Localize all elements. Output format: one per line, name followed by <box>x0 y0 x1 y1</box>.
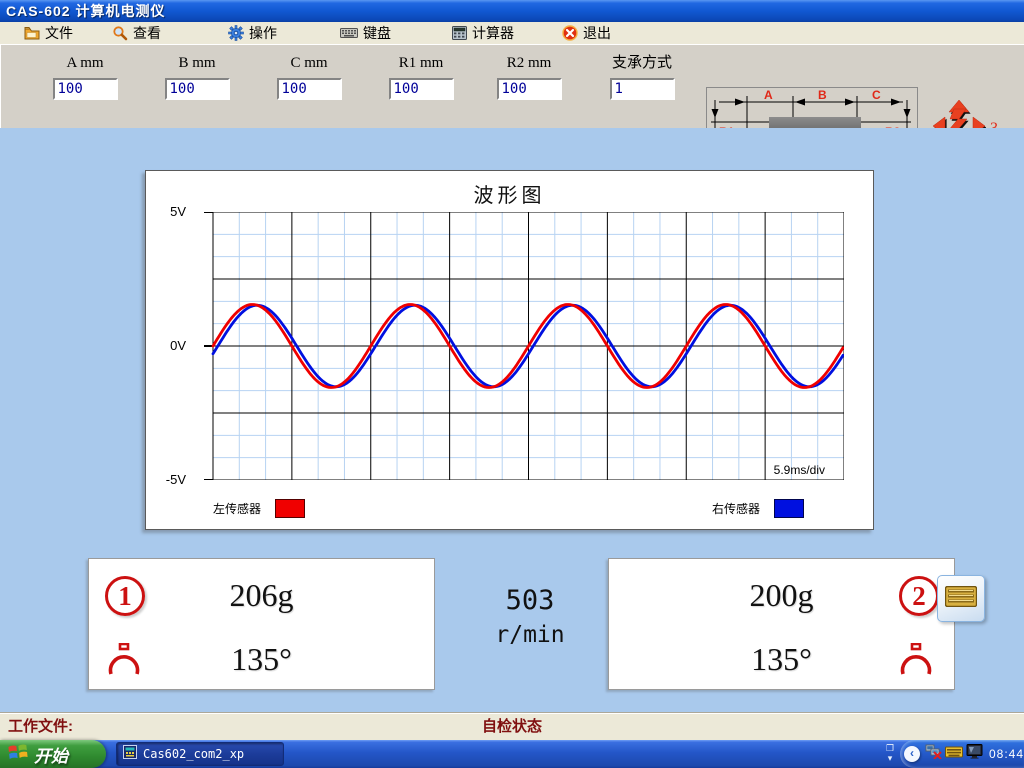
calculator-icon <box>452 26 467 40</box>
menu-item-label: 退出 <box>583 25 611 41</box>
param-label-support-mode: 支承方式 <box>611 55 672 71</box>
param-input-r2[interactable] <box>496 78 562 100</box>
status-bar: 工作文件: 自检状态 <box>0 712 1024 741</box>
folder-icon <box>24 26 40 40</box>
main-content: 波形图 5V 0V -5V 5.9ms/div 左传感器 右传感器 1 206g… <box>0 128 1024 712</box>
param-input-a[interactable] <box>52 78 118 100</box>
gear-icon <box>228 25 244 41</box>
weight-hook-icon <box>107 642 141 677</box>
start-button[interactable]: 开始 <box>0 740 106 768</box>
legend-right-swatch <box>774 499 805 518</box>
system-tray: ‹ 08:44 <box>900 740 1024 768</box>
exit-icon <box>562 25 578 41</box>
work-file-label: 工作文件: <box>8 718 73 735</box>
param-label-r2: R2 mm <box>506 55 552 71</box>
menu-item-label: 文件 <box>45 25 73 41</box>
app-icon <box>123 744 137 764</box>
app-button-label: Cas602_com2_xp <box>143 747 245 761</box>
left-angle-value: 135° <box>231 641 292 677</box>
left-balance-panel: 1 206g 135° <box>88 558 435 690</box>
taskbar: 开始 Cas602_com2_xp ❐ ▾ ‹ 08:44 <box>0 740 1024 768</box>
y-axis-tick-0v: 0V <box>170 338 186 353</box>
taskbar-clock: 08:44 <box>988 747 1024 761</box>
self-check-status: 自检状态 <box>481 718 542 735</box>
title-bar[interactable]: CAS-602 计算机电测仪 <box>0 0 1024 22</box>
param-field-r2: R2 mm <box>482 52 576 100</box>
windows-logo-icon <box>8 743 28 766</box>
show-desktop-icon[interactable]: ❐ ▾ <box>885 743 895 763</box>
waveform-chart-panel: 波形图 5V 0V -5V 5.9ms/div 左传感器 右传感器 <box>145 170 874 530</box>
y-axis-tick-5v: 5V <box>170 204 186 219</box>
display-icon[interactable] <box>966 744 983 764</box>
right-balance-panel: 2 200g 135° <box>608 558 955 690</box>
diagram-label-c: C <box>872 88 881 102</box>
param-input-support-mode[interactable] <box>609 78 675 100</box>
param-field-support-mode: 支承方式 <box>595 52 689 100</box>
diagram-label-b: B <box>818 88 827 102</box>
virtual-keyboard-button[interactable] <box>937 575 985 622</box>
param-input-c[interactable] <box>276 78 342 100</box>
tray-keyboard-icon[interactable] <box>944 745 963 763</box>
menu-bar: 文件 查看 操作 键盘 计算器 退出 <box>0 22 1024 45</box>
legend-left-label: 左传感器 <box>213 502 262 516</box>
menu-item-view[interactable]: 查看 <box>108 22 165 44</box>
taskbar-app-button[interactable]: Cas602_com2_xp <box>116 742 284 766</box>
right-angle-value: 135° <box>751 641 812 677</box>
speed-unit: r/min <box>495 622 565 648</box>
menu-item-label: 键盘 <box>363 25 391 41</box>
menu-item-operate[interactable]: 操作 <box>224 22 281 44</box>
menu-item-exit[interactable]: 退出 <box>558 22 615 44</box>
param-field-r1: R1 mm <box>374 52 468 100</box>
menu-item-label: 操作 <box>249 25 277 41</box>
param-field-c: C mm <box>262 52 356 100</box>
left-index-badge: 1 <box>105 576 145 616</box>
legend-left-sensor: 左传感器 <box>213 499 306 518</box>
magnifier-icon <box>112 25 128 41</box>
speed-value: 503 <box>505 585 555 616</box>
keyboard-icon <box>944 585 978 612</box>
left-weight-value: 206g <box>229 577 294 613</box>
diagram-label-a: A <box>764 88 773 102</box>
menu-item-label: 查看 <box>133 25 161 41</box>
right-weight-value: 200g <box>749 577 814 613</box>
menu-item-calculator[interactable]: 计算器 <box>448 22 518 44</box>
param-label-a: A mm <box>66 55 104 71</box>
param-field-b: B mm <box>150 52 244 100</box>
tray-collapse-icon[interactable]: ‹ <box>904 746 920 762</box>
param-input-r1[interactable] <box>388 78 454 100</box>
param-field-a: A mm <box>38 52 132 100</box>
param-label-c: C mm <box>290 55 328 71</box>
keyboard-icon <box>340 27 358 39</box>
param-label-b: B mm <box>178 55 216 71</box>
weight-hook-icon <box>899 642 933 677</box>
legend-right-label: 右传感器 <box>712 502 761 516</box>
menu-item-file[interactable]: 文件 <box>20 22 77 44</box>
param-input-b[interactable] <box>164 78 230 100</box>
window-title: CAS-602 计算机电测仪 <box>6 3 166 19</box>
legend-left-swatch <box>275 499 306 518</box>
time-per-division-label: 5.9ms/div <box>773 463 825 477</box>
parameter-panel: A mm B mm C mm R1 mm R2 mm 支承方式 <box>0 44 1024 169</box>
param-label-r1: R1 mm <box>398 55 444 71</box>
menu-item-label: 计算器 <box>472 25 514 41</box>
chart-title: 波形图 <box>473 185 546 207</box>
network-error-icon[interactable] <box>925 744 942 764</box>
legend-right-sensor: 右传感器 <box>712 499 805 518</box>
speed-readout: 503 r/min <box>440 583 620 651</box>
y-axis-tick-neg5v: -5V <box>165 472 186 487</box>
waveform-plot <box>204 212 844 480</box>
start-label: 开始 <box>34 746 68 766</box>
menu-item-keyboard[interactable]: 键盘 <box>336 22 395 44</box>
